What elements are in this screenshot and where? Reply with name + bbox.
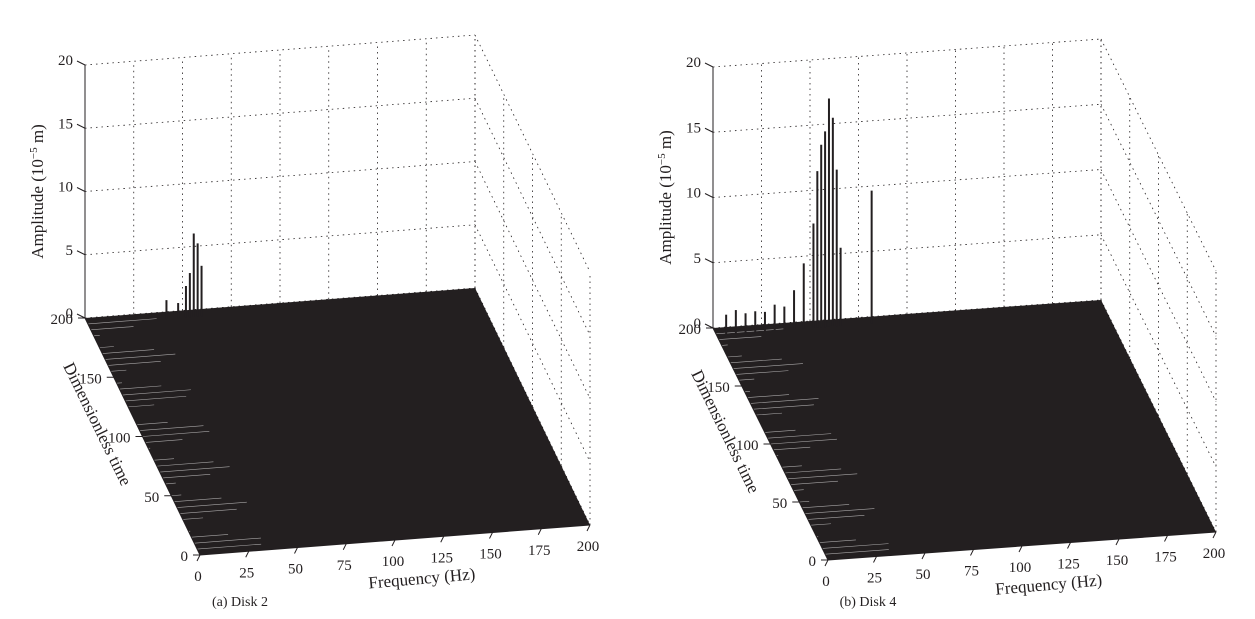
x-tick (197, 555, 200, 561)
surface-streak (161, 490, 169, 491)
x-tick-label: 25 (239, 565, 254, 581)
x-tick-label: 150 (1106, 553, 1129, 569)
z-tick-label: 20 (58, 53, 73, 69)
z-tick-label: 0 (66, 306, 74, 322)
x-tick (1165, 536, 1168, 542)
x-tick (825, 560, 828, 566)
x-tick (1213, 532, 1216, 538)
surface-streak (789, 496, 797, 497)
z-tick (705, 63, 713, 67)
z-tick (77, 314, 85, 318)
x-tick (441, 536, 444, 542)
x-tick-label: 0 (194, 569, 202, 585)
x-tick (343, 544, 346, 550)
z-tick (705, 324, 713, 328)
z-axis-label-part: −5 (656, 153, 668, 165)
caption: (a) Disk 2 (212, 595, 268, 610)
x-tick-label: 75 (337, 558, 352, 574)
surface-streak (89, 342, 96, 343)
x-tick (246, 551, 249, 557)
x-tick-label: 25 (867, 571, 882, 587)
z-axis-label-part: Amplitude (10 (28, 159, 47, 259)
x-tick (971, 550, 974, 556)
z-tick-label: 5 (66, 243, 74, 259)
x-tick (874, 557, 877, 563)
grid-line (475, 98, 590, 335)
z-tick (77, 188, 85, 192)
y-tick-label: 0 (809, 554, 817, 570)
z-tick-label: 5 (694, 251, 702, 267)
z-tick-label: 10 (58, 180, 73, 196)
z-axis-label-part: m) (656, 130, 675, 153)
x-tick (295, 548, 298, 554)
z-axis-label: Amplitude (10−5 m) (28, 124, 47, 259)
grid-line (85, 225, 475, 255)
x-tick-label: 150 (479, 547, 502, 563)
surface-floor (85, 288, 590, 555)
x-tick-label: 50 (288, 562, 303, 578)
caption: (b) Disk 4 (840, 595, 897, 610)
grid-line (85, 98, 475, 128)
x-tick-label: 100 (382, 554, 405, 570)
x-tick (490, 533, 493, 539)
z-axis-label-part: m) (28, 124, 47, 147)
x-tick (587, 525, 590, 531)
z-tick-label: 15 (58, 116, 73, 132)
x-tick-label: 125 (1057, 557, 1080, 573)
z-tick (705, 128, 713, 132)
z-tick (77, 124, 85, 128)
z-tick-label: 0 (694, 316, 702, 332)
grid-line (713, 170, 1101, 198)
z-axis-label-part: Amplitude (10 (656, 165, 675, 265)
x-tick (538, 529, 541, 535)
x-tick-label: 200 (577, 539, 600, 555)
x-tick-label: 125 (431, 550, 454, 566)
x-tick-label: 75 (964, 564, 979, 580)
z-tick (77, 61, 85, 65)
x-tick (922, 553, 925, 559)
surface-streak (717, 351, 724, 352)
x-tick (1116, 539, 1119, 545)
surface-floor (713, 300, 1216, 560)
x-tick (392, 540, 395, 546)
x-tick-label: 175 (528, 543, 551, 559)
y-tick-label: 50 (144, 490, 159, 506)
x-tick-label: 200 (1203, 546, 1226, 562)
x-tick-label: 100 (1009, 560, 1032, 576)
z-tick-label: 20 (686, 55, 701, 71)
z-tick (705, 194, 713, 198)
x-tick-label: 50 (916, 567, 931, 583)
x-tick-label: 175 (1154, 550, 1177, 566)
z-axis-label-part: −5 (28, 147, 40, 159)
z-tick (77, 251, 85, 255)
grid-line (713, 104, 1101, 132)
x-tick (1019, 546, 1022, 552)
z-tick-label: 15 (686, 120, 701, 136)
x-tick-label: 0 (822, 574, 830, 590)
grid-line (1101, 104, 1216, 336)
x-tick (1068, 543, 1071, 549)
z-axis-label: Amplitude (10−5 m) (656, 130, 675, 265)
y-tick-label: 50 (772, 496, 787, 512)
y-tick-label: 0 (181, 549, 189, 565)
z-tick-label: 10 (686, 186, 701, 202)
z-tick (705, 259, 713, 263)
